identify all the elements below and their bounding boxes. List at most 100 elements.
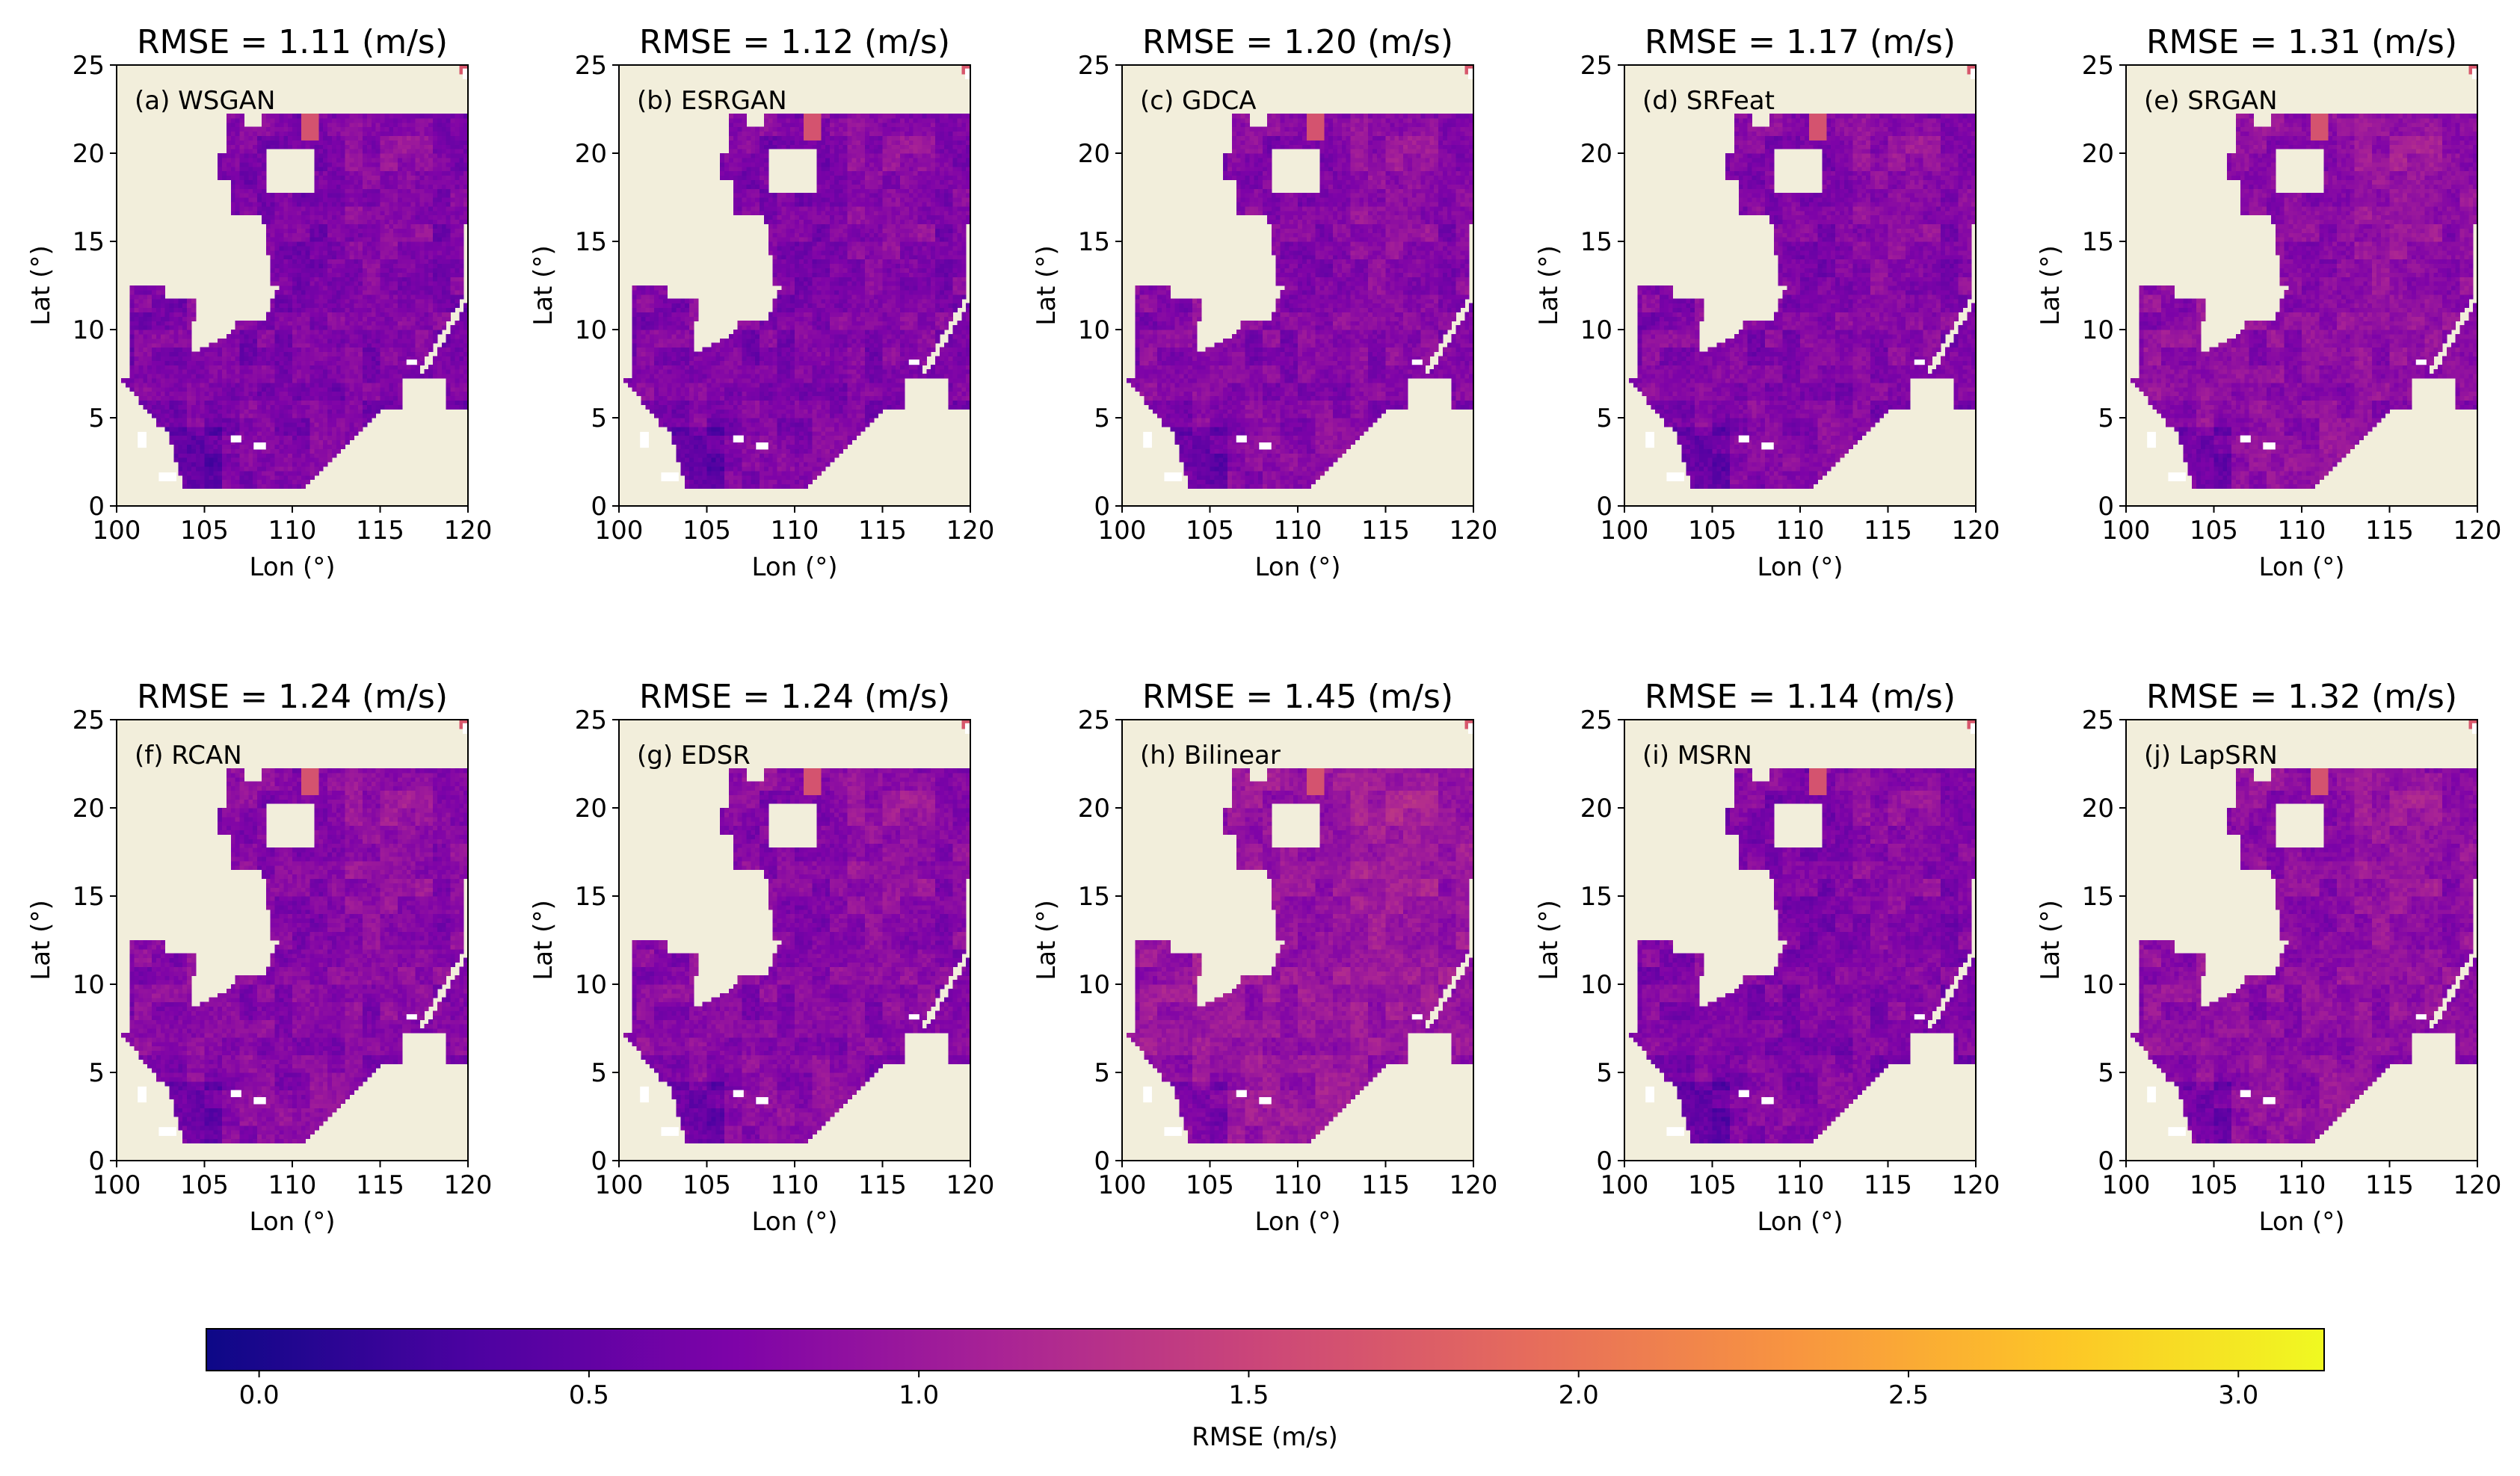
heatmap-cell bbox=[296, 126, 302, 132]
heatmap-cell bbox=[433, 113, 438, 119]
heatmap-cell bbox=[283, 232, 289, 238]
heatmap-cell bbox=[406, 294, 412, 300]
heatmap-cell bbox=[305, 462, 311, 467]
heatmap-cell bbox=[187, 356, 192, 361]
heatmap-cell bbox=[279, 351, 284, 356]
heatmap-cell bbox=[248, 418, 253, 423]
heatmap-cell bbox=[763, 475, 769, 481]
heatmap-cell bbox=[711, 475, 716, 481]
heatmap-cell bbox=[401, 117, 407, 123]
heatmap-cell bbox=[428, 135, 434, 141]
heatmap-cell bbox=[195, 466, 201, 472]
heatmap-cell bbox=[428, 193, 434, 198]
heatmap-cell bbox=[398, 122, 403, 128]
heatmap-cell bbox=[380, 245, 385, 251]
heatmap-cell bbox=[751, 484, 756, 489]
heatmap-cell bbox=[261, 113, 267, 119]
heatmap-cell bbox=[292, 303, 298, 309]
heatmap-cell bbox=[358, 325, 363, 330]
heatmap-cell bbox=[274, 347, 280, 353]
heatmap-cell bbox=[336, 321, 342, 326]
x-tick-label: 110 bbox=[268, 516, 317, 546]
heatmap-cell bbox=[786, 484, 791, 489]
heatmap-cell bbox=[401, 330, 407, 335]
heatmap-cell bbox=[305, 228, 311, 233]
heatmap-cell bbox=[305, 281, 311, 286]
heatmap-cell bbox=[424, 223, 429, 229]
heatmap-cell bbox=[419, 184, 425, 189]
heatmap-cell bbox=[274, 457, 280, 463]
heatmap-cell bbox=[292, 268, 298, 273]
heatmap-cell bbox=[446, 206, 452, 211]
heatmap-cell bbox=[415, 298, 420, 304]
heatmap-cell bbox=[257, 131, 262, 136]
heatmap-cell bbox=[358, 245, 363, 251]
heatmap-cell bbox=[812, 430, 817, 436]
heatmap-cell bbox=[345, 333, 350, 339]
heatmap-cell bbox=[410, 175, 416, 180]
heatmap-cell bbox=[349, 140, 354, 145]
heatmap-cell bbox=[288, 298, 293, 304]
heatmap-cell bbox=[446, 347, 452, 353]
heatmap-cell bbox=[239, 351, 244, 356]
heatmap-cell bbox=[428, 170, 434, 176]
heatmap-cell bbox=[398, 241, 403, 247]
heatmap-cell bbox=[746, 435, 751, 441]
heatmap-cell bbox=[292, 237, 298, 242]
heatmap-cell bbox=[746, 426, 751, 432]
heatmap-cell bbox=[433, 241, 438, 247]
heatmap-cell bbox=[301, 430, 306, 436]
heatmap-cell bbox=[446, 263, 452, 268]
heatmap-cell bbox=[288, 210, 293, 216]
heatmap-cell bbox=[226, 170, 232, 176]
heatmap-cell bbox=[428, 113, 434, 119]
heatmap-cell bbox=[169, 422, 174, 427]
heatmap-cell bbox=[455, 281, 460, 286]
heatmap-cell bbox=[318, 386, 324, 392]
heatmap-cell bbox=[384, 250, 389, 256]
heatmap-cell bbox=[296, 444, 302, 449]
heatmap-cell bbox=[349, 135, 354, 141]
heatmap-cell bbox=[389, 232, 394, 238]
heatmap-cell bbox=[257, 135, 262, 141]
heatmap-cell bbox=[331, 418, 337, 423]
heatmap-cell bbox=[697, 439, 703, 445]
heatmap-cell bbox=[292, 479, 298, 485]
heatmap-cell bbox=[292, 333, 298, 339]
heatmap-cell bbox=[274, 206, 280, 211]
heatmap-cell bbox=[446, 131, 452, 136]
heatmap-cell bbox=[733, 475, 739, 481]
heatmap-cell bbox=[363, 374, 368, 379]
heatmap-cell bbox=[790, 462, 795, 467]
heatmap-cell bbox=[702, 470, 708, 476]
heatmap-cell bbox=[428, 325, 434, 330]
heatmap-cell bbox=[169, 430, 174, 436]
heatmap-cell bbox=[261, 175, 267, 180]
heatmap-cell bbox=[274, 351, 280, 356]
heatmap-cell bbox=[239, 386, 244, 392]
heatmap-cell bbox=[279, 263, 284, 268]
heatmap-cell bbox=[213, 369, 218, 374]
heatmap-cell bbox=[169, 439, 174, 445]
heatmap-cell bbox=[371, 369, 377, 374]
heatmap-cell bbox=[746, 475, 751, 481]
heatmap-cell bbox=[807, 439, 813, 445]
heatmap-cell bbox=[406, 140, 412, 145]
heatmap-cell bbox=[410, 157, 416, 163]
heatmap-cell bbox=[772, 444, 778, 449]
heatmap-cell bbox=[138, 298, 144, 304]
heatmap-cell bbox=[248, 149, 253, 154]
heatmap-cell bbox=[375, 263, 381, 268]
heatmap-cell bbox=[685, 422, 690, 427]
heatmap-cell bbox=[305, 321, 311, 326]
heatmap-cell bbox=[274, 303, 280, 309]
heatmap-cell bbox=[213, 377, 218, 383]
heatmap-cell bbox=[336, 422, 342, 427]
heatmap-cell bbox=[437, 360, 443, 365]
heatmap-cell bbox=[323, 214, 328, 220]
heatmap-cell bbox=[288, 365, 293, 370]
heatmap-cell bbox=[323, 435, 328, 441]
heatmap-cell bbox=[160, 418, 166, 423]
heatmap-cell bbox=[270, 479, 276, 485]
